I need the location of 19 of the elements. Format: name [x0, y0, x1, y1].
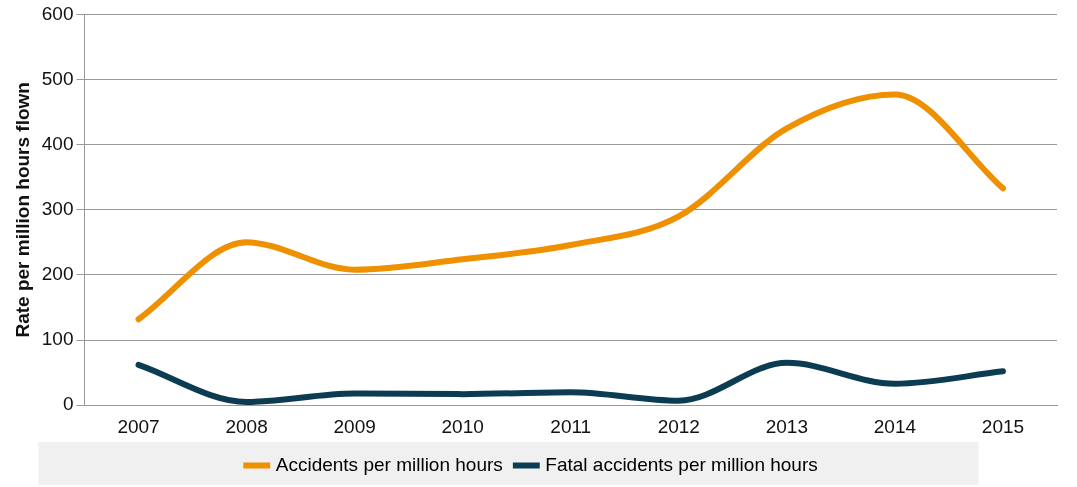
y-tick-label: 500: [41, 67, 74, 89]
x-tick-label: 2012: [657, 415, 700, 437]
y-tick-label: 100: [41, 328, 74, 350]
legend-label: Fatal accidents per million hours: [545, 453, 818, 475]
y-axis-title: Rate per million hours flown: [11, 82, 33, 338]
y-tick-label: 200: [41, 263, 74, 285]
x-tick-label: 2014: [873, 415, 917, 437]
x-tick-label: 2008: [225, 415, 268, 437]
x-tick-label: 2010: [441, 415, 484, 437]
y-tick-label: 600: [41, 2, 74, 24]
y-tick-label: 0: [62, 393, 74, 415]
x-tick-label: 2009: [333, 415, 376, 437]
y-tick-label: 300: [41, 198, 74, 220]
y-tick-label: 400: [41, 132, 74, 154]
legend-label: Accidents per million hours: [275, 453, 503, 475]
x-tick-label: 2013: [765, 415, 808, 437]
x-tick-label: 2015: [981, 415, 1025, 437]
x-tick-label: 2007: [117, 415, 160, 437]
x-tick-label: 2011: [550, 415, 592, 437]
